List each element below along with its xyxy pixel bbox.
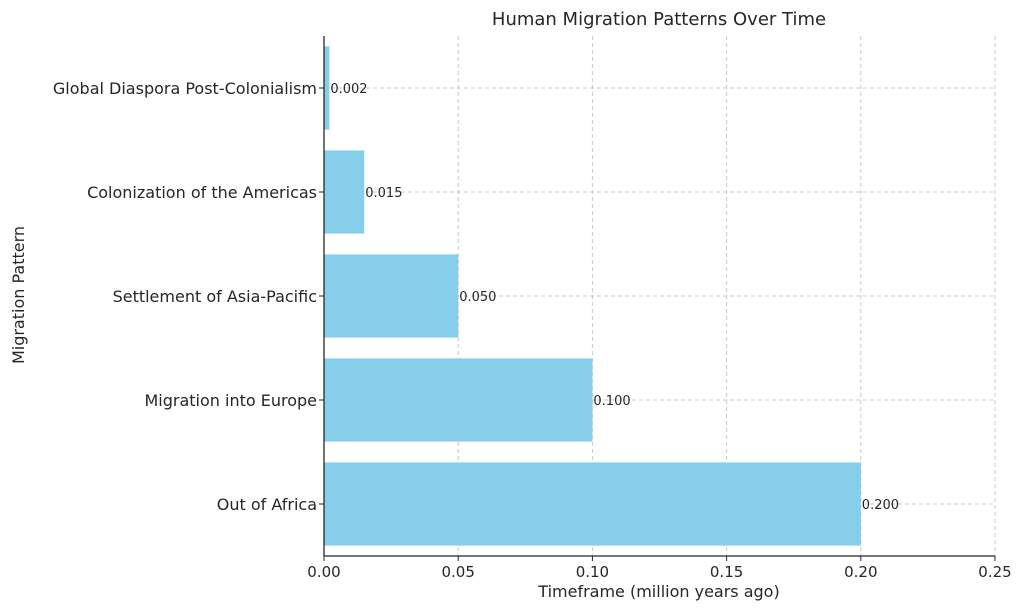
y-tick-label: Settlement of Asia-Pacific [113, 287, 317, 306]
bar [324, 254, 459, 338]
x-tick-label: 0.10 [576, 563, 609, 581]
y-tick-label: Migration into Europe [144, 391, 317, 410]
bar-value-label: 0.100 [593, 394, 630, 409]
y-tick-label: Global Diaspora Post-Colonialism [53, 79, 317, 98]
bar [324, 150, 365, 234]
x-tick-label: 0.20 [844, 563, 877, 581]
data-labels: 0.200 0.100 0.050 0.015 0.002 [330, 82, 899, 513]
chart-title: Human Migration Patterns Over Time [492, 9, 826, 30]
bar [324, 462, 861, 546]
bar-value-label: 0.015 [365, 186, 402, 201]
bar [324, 46, 330, 130]
bar-value-label: 0.200 [862, 498, 899, 513]
bar-value-label: 0.002 [330, 82, 367, 97]
bar-value-label: 0.050 [459, 290, 496, 305]
y-axis-title: Migration Pattern [9, 226, 28, 364]
ticks: 0.00 0.05 0.10 0.15 0.20 0.25 Out of Africa Mig… [53, 79, 1012, 581]
x-tick-label: 0.25 [978, 563, 1011, 581]
bars [324, 46, 861, 546]
y-tick-label: Out of Africa [217, 495, 317, 514]
x-tick-label: 0.00 [307, 563, 340, 581]
x-tick-label: 0.15 [710, 563, 743, 581]
x-tick-label: 0.05 [441, 563, 474, 581]
x-axis-title: Timeframe (million years ago) [537, 582, 779, 601]
bar [324, 358, 593, 442]
y-tick-label: Colonization of the Americas [87, 183, 317, 202]
